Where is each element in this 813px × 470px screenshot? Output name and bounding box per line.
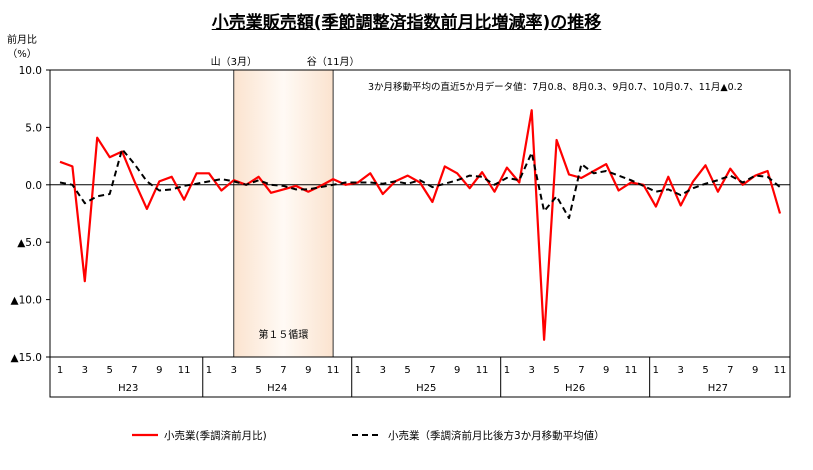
x-tick-label: 7	[578, 365, 584, 376]
y-tick-label: 5.0	[25, 122, 42, 134]
x-tick-label: 9	[752, 365, 758, 376]
x-year-label: H26	[565, 383, 585, 394]
x-tick-label: 1	[206, 365, 212, 376]
trough-label: 谷（11月）	[307, 56, 360, 68]
x-tick-label: 1	[57, 365, 63, 376]
x-tick-label: 11	[774, 365, 787, 376]
legend-label-1: 小売業(季調済前月比)	[164, 429, 267, 442]
legend-group: 小売業(季調済前月比) 小売業（季調済前月比後方3か月移動平均値）	[132, 429, 605, 442]
y-tick-label: ▲5.0	[17, 237, 42, 249]
y-axis-group: 10.0 5.0 0.0 ▲5.0 ▲10.0 ▲15.0 前月比 （%）	[7, 33, 50, 364]
x-tick-label: 11	[625, 365, 638, 376]
y-tick-label: 0.0	[25, 180, 42, 192]
x-tick-label: 1	[355, 365, 361, 376]
x-tick-label: 7	[280, 365, 286, 376]
x-year-label: H24	[267, 383, 287, 394]
y-axis-unit: （%）	[7, 48, 37, 60]
x-tick-label: 11	[327, 365, 340, 376]
x-tick-label: 3	[529, 365, 535, 376]
series-line-2	[59, 148, 781, 220]
y-tick-label: ▲10.0	[11, 295, 42, 307]
series-line-1	[59, 109, 782, 341]
x-tick-label: 5	[702, 365, 708, 376]
plot-frame-group	[49, 69, 791, 398]
plot-border	[49, 69, 791, 358]
recession-band-group	[233, 70, 334, 357]
x-year-label: H23	[118, 383, 138, 394]
x-tick-label: 9	[305, 365, 311, 376]
recession-label: 第１５循環	[258, 328, 308, 341]
peak-label: 山（3月）	[211, 56, 257, 68]
x-tick-label: 5	[255, 365, 261, 376]
x-tick-label: 3	[678, 365, 684, 376]
x-tick-label: 7	[429, 365, 435, 376]
x-tick-label: 1	[653, 365, 659, 376]
x-tick-label: 7	[727, 365, 733, 376]
x-year-label: H27	[708, 383, 728, 394]
x-tick-label: 9	[603, 365, 609, 376]
legend-label-2: 小売業（季調済前月比後方3か月移動平均値）	[388, 429, 605, 442]
x-tick-label: 3	[380, 365, 386, 376]
chart-text-group: 山（3月） 谷（11月） 第１５循環 3か月移動平均の直近5か月データ値：7月0.8、…	[211, 56, 743, 341]
x-tick-label: 3	[231, 365, 237, 376]
x-tick-label: 11	[178, 365, 191, 376]
y-tick-label: 10.0	[19, 65, 42, 77]
x-tick-label: 11	[476, 365, 489, 376]
series-group	[59, 109, 782, 341]
x-tick-label: 9	[454, 365, 460, 376]
x-tick-label: 5	[404, 365, 410, 376]
x-tick-label: 5	[553, 365, 559, 376]
x-axis-box	[49, 356, 791, 398]
x-tick-label: 5	[106, 365, 112, 376]
annotation-text: 3か月移動平均の直近5か月データ値：7月0.8、8月0.3、9月0.7、10月0…	[368, 81, 743, 93]
x-tick-label: 9	[156, 365, 162, 376]
x-tick-label: 7	[131, 365, 137, 376]
y-tick-label: ▲15.0	[11, 352, 42, 364]
x-year-label: H25	[416, 383, 436, 394]
recession-band	[233, 70, 334, 357]
x-tick-label: 1	[504, 365, 510, 376]
chart-title: 小売業販売額(季節調整済指数前月比増減率)の推移	[211, 13, 602, 33]
y-axis-label: 前月比	[7, 33, 37, 46]
x-tick-label: 3	[82, 365, 88, 376]
